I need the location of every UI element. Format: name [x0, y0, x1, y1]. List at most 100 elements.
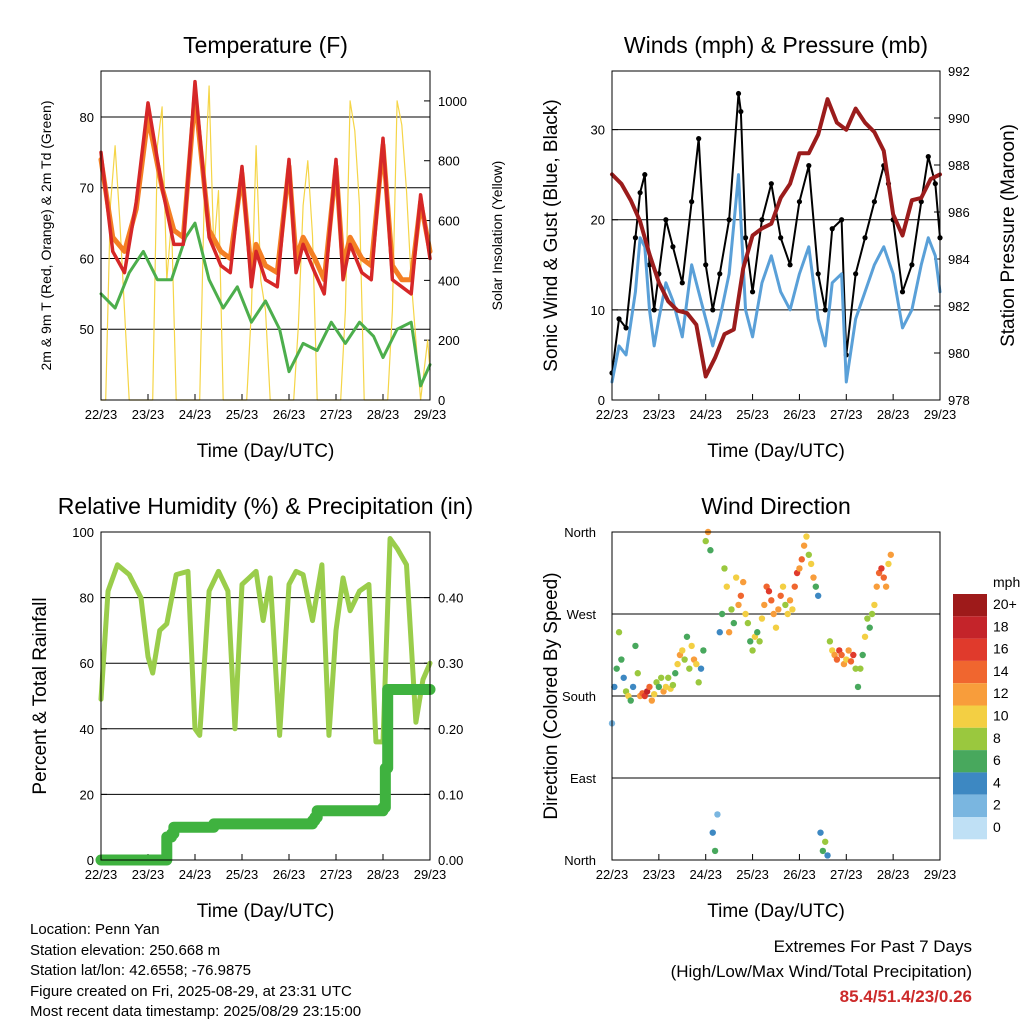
direction-point [716, 629, 723, 636]
extremes-values: 85.4/51.4/23/0.26 [839, 987, 972, 1006]
direction-point [740, 578, 747, 586]
direction-point [812, 583, 820, 590]
x-axis-label: Time (Day/UTC) [707, 441, 845, 462]
station-pressure-line [610, 97, 942, 379]
direction-point [732, 574, 740, 581]
legend-swatch [953, 817, 987, 840]
y-tick-label: 50 [80, 322, 94, 337]
figure-created: Figure created on Fri, 2025-08-29, at 23… [30, 982, 352, 1000]
dewpoint-2m-line [99, 221, 432, 388]
y-axis-label: Direction (Colored By Speed) [541, 572, 562, 819]
x-tick-label: 24/23 [689, 407, 722, 422]
direction-point [782, 601, 789, 609]
y2-tick-label: 980 [948, 346, 970, 361]
x-tick-label: 28/23 [367, 407, 400, 422]
direction-point [735, 601, 742, 609]
y2-axis-label: Station Pressure (Maroon) [998, 124, 1019, 347]
direction-tick-label: East [570, 771, 596, 786]
x-tick-label: 29/23 [924, 867, 957, 882]
y2-tick-label: 984 [948, 252, 970, 267]
direction-point [669, 681, 677, 689]
legend-swatch [953, 594, 987, 617]
y2-tick-label: 400 [438, 273, 460, 288]
y2-tick-label: 1000 [438, 94, 467, 109]
direction-point [803, 533, 810, 540]
direction-point [761, 601, 768, 609]
extremes-subtitle: (High/Low/Max Wind/Total Precipitation) [670, 962, 972, 981]
direction-point [620, 674, 627, 681]
direction-point [723, 583, 730, 590]
y2-tick-label: 0.30 [438, 656, 463, 671]
legend-label: 4 [993, 774, 1001, 790]
x-tick-label: 29/23 [414, 407, 447, 422]
extremes-title: Extremes For Past 7 Days [773, 937, 972, 956]
y2-tick-label: 0 [438, 393, 445, 408]
direction-point [695, 679, 702, 686]
y-axis-label: Sonic Wind & Gust (Blue, Black) [541, 99, 562, 371]
legend-label: 6 [993, 752, 1001, 768]
legend-label: 14 [993, 663, 1009, 679]
direction-point [838, 651, 845, 659]
x-tick-label: 26/23 [273, 867, 306, 882]
y2-axis-label: Solar Insolation (Yellow) [489, 161, 505, 311]
direction-point [807, 560, 815, 568]
y-tick-label: 0 [87, 853, 94, 868]
temp-2m-line [99, 79, 432, 296]
y-tick-label: 30 [591, 123, 605, 138]
plot-frame [611, 531, 941, 861]
direction-point [777, 592, 784, 599]
x-tick-label: 25/23 [736, 407, 769, 422]
direction-point [737, 592, 745, 599]
direction-point [646, 683, 653, 691]
direction-point [749, 647, 756, 654]
x-tick-label: 25/23 [226, 867, 259, 882]
direction-point [674, 660, 681, 668]
direction-point [627, 697, 634, 704]
x-tick-label: 23/23 [643, 867, 676, 882]
direction-tick-label: South [562, 689, 596, 704]
chart-title: Wind Direction [701, 493, 851, 519]
y-tick-label: 20 [80, 787, 94, 802]
direction-point [850, 651, 857, 659]
direction-point [810, 574, 817, 581]
x-tick-label: 23/23 [643, 407, 676, 422]
direction-point [814, 592, 822, 599]
x-tick-label: 28/23 [367, 867, 400, 882]
direction-point [758, 615, 766, 622]
recent-data-timestamp: Most recent data timestamp: 2025/08/29 2… [30, 1003, 362, 1020]
legend-label: 10 [993, 708, 1009, 724]
direction-point [861, 633, 869, 640]
y2-tick-label: 600 [438, 214, 460, 229]
plot-frame [611, 70, 941, 401]
direction-point [768, 597, 775, 604]
direction-point [798, 556, 805, 563]
direction-point [857, 665, 864, 672]
direction-point [728, 606, 735, 613]
direction-point [683, 633, 691, 640]
x-tick-label: 26/23 [783, 867, 816, 882]
direction-point [756, 638, 763, 645]
legend-label: 8 [993, 730, 1001, 746]
direction-point [744, 619, 752, 627]
x-tick-label: 23/23 [132, 407, 165, 422]
direction-point [779, 583, 787, 590]
y2-tick-label: 800 [438, 154, 460, 169]
chart-title: Relative Humidity (%) & Precipitation (i… [58, 493, 473, 519]
y2-tick-label: 982 [948, 299, 970, 314]
direction-point [822, 838, 829, 845]
direction-point [873, 583, 880, 590]
direction-point [613, 665, 620, 672]
direction-point [847, 658, 855, 665]
panel-2: Relative Humidity (%) & Precipitation (i… [30, 493, 473, 922]
direction-point [650, 690, 658, 698]
relative-humidity-line [98, 536, 433, 745]
y-axis-label: Percent & Total Rainfall [30, 597, 51, 794]
direction-point [700, 647, 707, 654]
direction-point [702, 537, 709, 545]
y-tick-label: 80 [80, 110, 94, 125]
y2-tick-label: 986 [948, 205, 970, 220]
direction-point [686, 665, 693, 672]
legend-label: 0 [993, 819, 1001, 835]
direction-point [679, 647, 686, 654]
legend-label: 16 [993, 641, 1009, 657]
